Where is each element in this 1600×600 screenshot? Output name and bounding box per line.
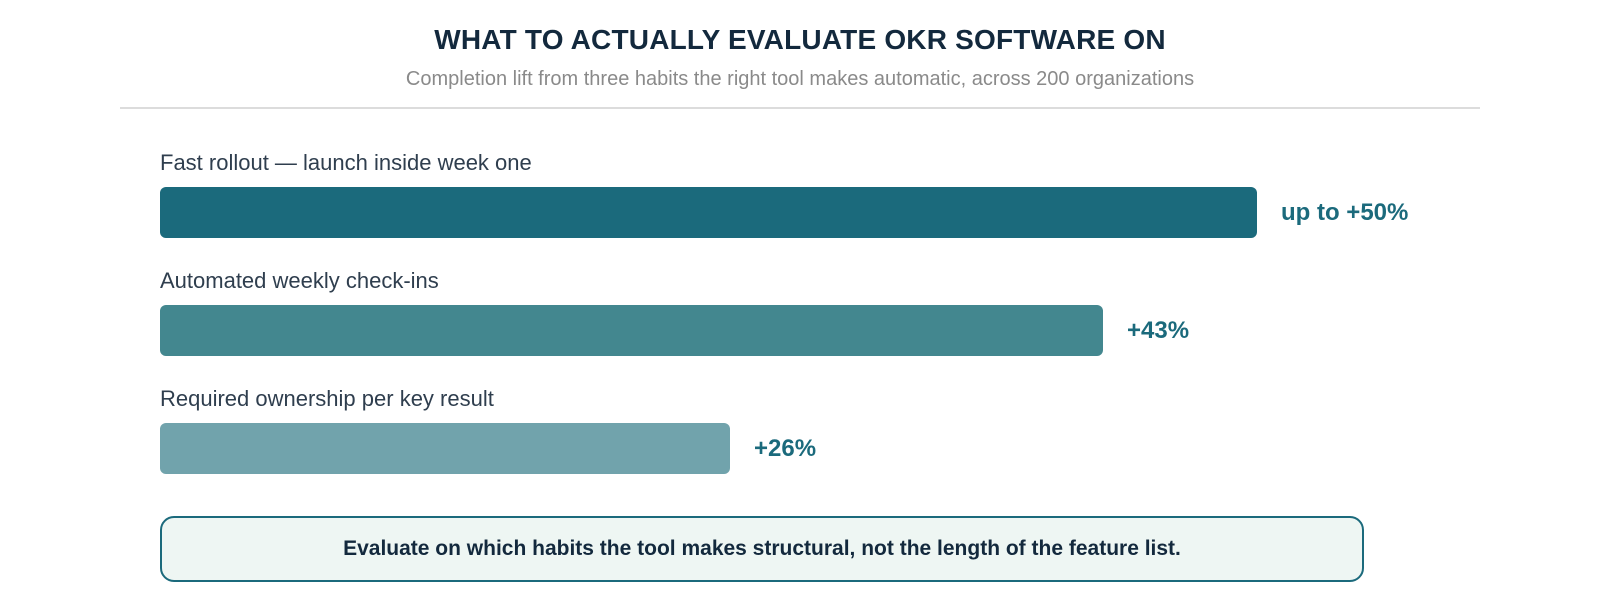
bar: [160, 305, 1103, 356]
callout-box: Evaluate on which habits the tool makes …: [160, 516, 1364, 582]
bar-value-label: up to +50%: [1281, 199, 1409, 226]
bar-chart: Fast rollout — launch inside week one up …: [160, 150, 1409, 474]
header-divider: [120, 107, 1480, 109]
bar-value-label: +26%: [754, 435, 817, 462]
bar-label: Automated weekly check-ins: [160, 268, 439, 293]
bar-value-label: +43%: [1127, 317, 1190, 344]
bar: [160, 423, 730, 474]
chart-subtitle: Completion lift from three habits the ri…: [405, 68, 1195, 90]
bar-label: Required ownership per key result: [160, 386, 494, 411]
bar-label: Fast rollout — launch inside week one: [160, 150, 532, 175]
chart-title: WHAT TO ACTUALLY EVALUATE OKR SOFTWARE O…: [434, 24, 1166, 55]
callout-text: Evaluate on which habits the tool makes …: [343, 537, 1181, 560]
bar: [160, 187, 1257, 238]
